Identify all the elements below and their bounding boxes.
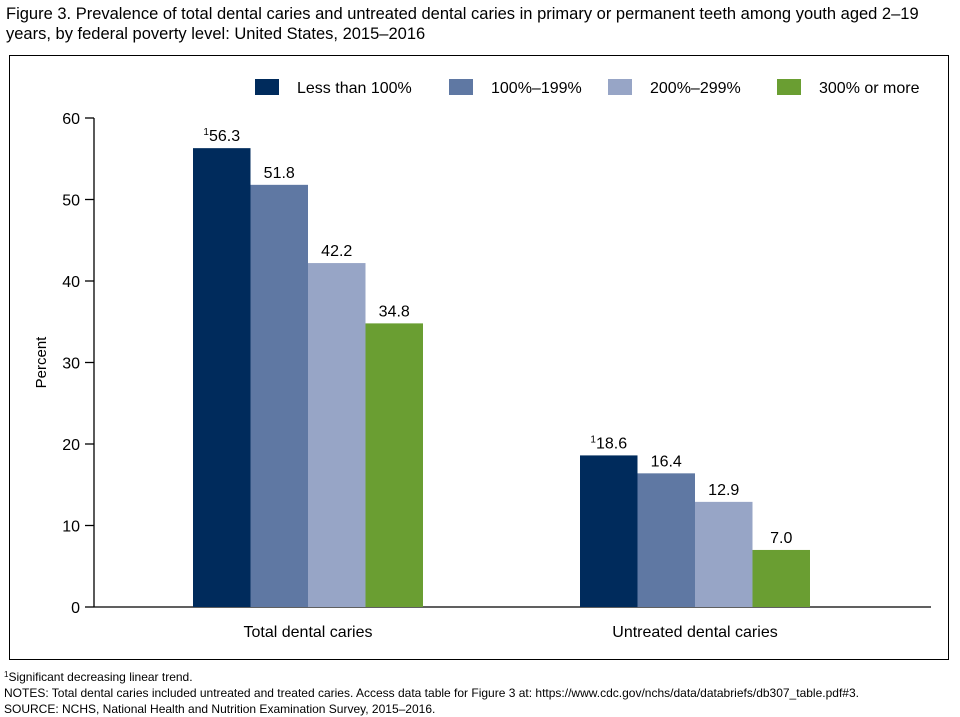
y-tick-label: 60	[62, 111, 80, 128]
legend-label: Less than 100%	[297, 80, 412, 97]
bar-value-label: 7.0	[770, 530, 792, 547]
footnote-marker: 1	[4, 670, 9, 679]
y-axis-title: Percent	[33, 336, 50, 389]
footnote-trend: 1Significant decreasing linear trend.	[4, 669, 956, 685]
y-tick-label: 30	[62, 356, 80, 373]
bar-chart: 0 10 20 30 40 50 60 Percent Less than 100% 100%–1…	[33, 79, 931, 641]
bar-value-label: 118.6	[590, 434, 627, 452]
bar	[250, 184, 308, 607]
bar-value-label: 34.8	[379, 303, 410, 320]
significance-marker: 1	[590, 434, 596, 445]
bar	[695, 501, 753, 607]
y-tick-label: 50	[62, 193, 80, 210]
bar-value-label: 51.8	[264, 165, 295, 182]
legend-swatch	[255, 79, 279, 95]
bar	[365, 323, 423, 607]
bar	[752, 549, 810, 607]
y-tick-label: 0	[71, 600, 80, 617]
legend-label: 100%–199%	[491, 80, 582, 97]
bar	[580, 455, 638, 607]
footnotes: 1Significant decreasing linear trend. NO…	[4, 669, 956, 717]
bar	[637, 473, 695, 607]
bar	[308, 263, 366, 607]
y-tick-label: 10	[62, 519, 80, 536]
y-tick-label: 20	[62, 437, 80, 454]
bar-value-text: 56.3	[209, 128, 240, 145]
legend-label: 300% or more	[819, 80, 920, 97]
figure-title: Figure 3. Prevalence of total dental car…	[6, 5, 919, 43]
legend-label: 200%–299%	[650, 80, 741, 97]
bar-value-label: 12.9	[708, 482, 739, 499]
bar-value-label: 156.3	[203, 127, 240, 145]
bar-value-label: 42.2	[321, 243, 352, 260]
significance-marker: 1	[203, 127, 209, 138]
footnote-trend-text: Significant decreasing linear trend.	[8, 670, 193, 684]
bar-value-text: 18.6	[596, 435, 627, 452]
y-tick-label: 40	[62, 274, 80, 291]
legend-swatch	[777, 79, 801, 95]
source-text: SOURCE: NCHS, National Health and Nutrit…	[4, 702, 436, 716]
bar	[193, 148, 251, 607]
notes-text: NOTES: Total dental caries included untr…	[4, 686, 859, 700]
x-category-label: Total dental caries	[244, 624, 373, 641]
chart-frame: 0 10 20 30 40 50 60 Percent Less than 100% 100%–1…	[9, 55, 949, 660]
bar-value-label: 16.4	[651, 453, 682, 470]
x-category-label: Untreated dental caries	[612, 624, 777, 641]
legend-swatch	[449, 79, 473, 95]
legend-swatch	[608, 79, 632, 95]
